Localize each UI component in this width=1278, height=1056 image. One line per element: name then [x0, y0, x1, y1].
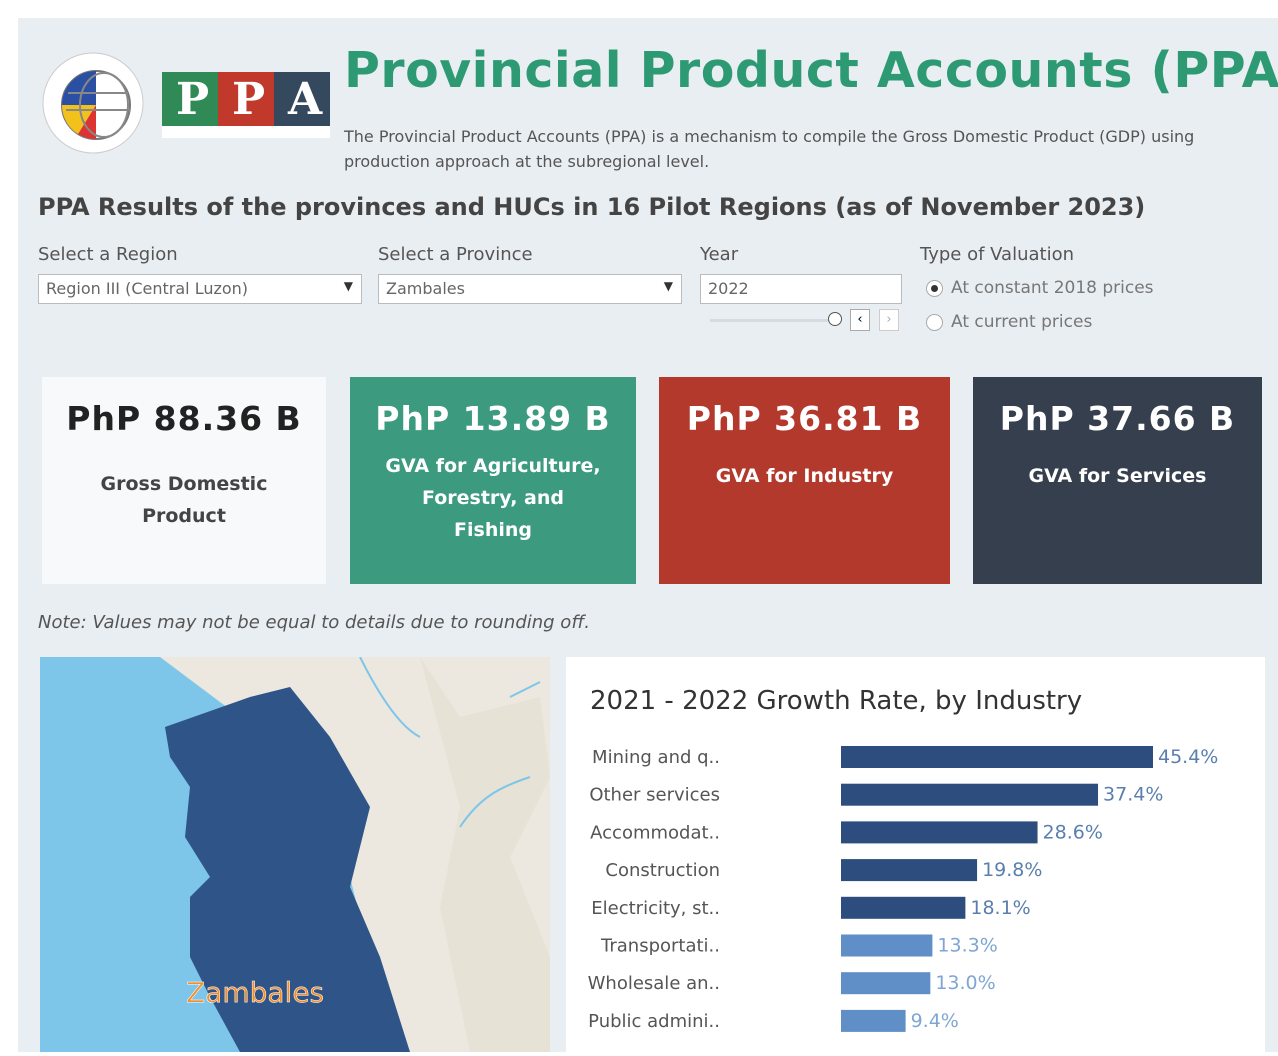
kpi-label: GVA for Services — [999, 460, 1237, 492]
logo-letter: P — [176, 74, 209, 125]
radio-label: At constant 2018 prices — [951, 278, 1154, 298]
logo-strip — [162, 126, 330, 138]
filter-label: Select a Province — [378, 244, 533, 265]
chart-title: 2021 - 2022 Growth Rate, by Industry — [590, 686, 1082, 716]
value-label: 19.8% — [982, 859, 1042, 881]
year-input[interactable]: 2022 — [700, 274, 902, 304]
category-label: Other services — [589, 785, 720, 806]
map: Zambales — [40, 657, 550, 1052]
chart-panel: 2021 - 2022 Growth Rate, by Industry Min… — [566, 657, 1265, 1052]
dropdown-value: Region III (Central Luzon) — [46, 279, 248, 298]
kpi-value: PhP 36.81 B — [687, 399, 922, 438]
bar — [841, 821, 1038, 843]
category-label: Construction — [605, 860, 720, 881]
note: Note: Values may not be equal to details… — [38, 612, 590, 633]
filter-label: Select a Region — [38, 244, 178, 265]
chart: 2021 - 2022 Growth Rate, by Industry Min… — [566, 657, 1265, 1052]
bar — [841, 1010, 906, 1032]
map-label: Zambales — [186, 976, 324, 1009]
slider-thumb[interactable] — [828, 312, 842, 326]
year-value: 2022 — [708, 279, 749, 298]
kpi-card: PhP 36.81 B GVA for Industry — [659, 377, 950, 584]
value-label: 28.6% — [1043, 821, 1103, 843]
category-label: Public admini.. — [588, 1011, 720, 1032]
ppa-logo: P P A — [162, 72, 330, 138]
slider-track — [710, 319, 830, 322]
description: The Provincial Product Accounts (PPA) is… — [344, 124, 1264, 174]
kpi-card: PhP 37.66 B GVA for Services — [973, 377, 1262, 584]
category-label: Electricity, st.. — [591, 898, 720, 919]
title: Provincial Product Accounts (PPA) — [344, 42, 1278, 99]
psa-logo — [38, 48, 148, 158]
kpi-label: Gross Domestic Product — [42, 468, 326, 532]
kpi-value: PhP 88.36 B — [66, 399, 301, 438]
radio-label: At current prices — [951, 312, 1092, 332]
category-label: Transportati.. — [600, 936, 720, 957]
category-label: Accommodat.. — [590, 822, 720, 843]
kpi-card: PhP 88.36 B Gross Domestic Product — [42, 377, 326, 584]
kpi-value: PhP 37.66 B — [1000, 399, 1235, 438]
category-label: Mining and q.. — [592, 747, 720, 768]
logo-letter: A — [288, 74, 322, 125]
value-label: 45.4% — [1158, 746, 1218, 768]
kpi-value: PhP 13.89 B — [375, 399, 610, 438]
logo-letter: P — [232, 74, 265, 125]
radio-option[interactable]: At current prices — [926, 312, 1092, 332]
kpi-label: GVA for Industry — [686, 460, 924, 492]
section-title: PPA Results of the provinces and HUCs in… — [38, 193, 1145, 221]
region-dropdown[interactable]: Region III (Central Luzon)▼ — [38, 274, 362, 304]
next-button[interactable]: › — [879, 309, 899, 331]
dashboard: P P A Provincial Product Accounts (PPA) … — [0, 0, 1278, 1052]
bar — [841, 784, 1098, 806]
filter-label: Type of Valuation — [920, 244, 1074, 265]
filter-label: Year — [700, 244, 738, 265]
bar — [841, 897, 965, 919]
dropdown-value: Zambales — [386, 279, 465, 298]
kpi-label: GVA for Agriculture, Forestry, and Fishi… — [350, 450, 636, 546]
value-label: 13.0% — [935, 972, 995, 994]
bar — [841, 746, 1153, 768]
value-label: 37.4% — [1103, 784, 1163, 806]
bar — [841, 935, 932, 957]
kpi-card: PhP 13.89 B GVA for Agriculture, Forestr… — [350, 377, 636, 584]
value-label: 9.4% — [911, 1010, 959, 1032]
bar — [841, 972, 930, 994]
value-label: 18.1% — [970, 897, 1030, 919]
bar — [841, 859, 977, 881]
prev-button[interactable]: ‹ — [850, 309, 870, 331]
province-dropdown[interactable]: Zambales▼ — [378, 274, 682, 304]
radio-option[interactable]: At constant 2018 prices — [926, 278, 1154, 298]
category-label: Wholesale an.. — [588, 973, 720, 994]
value-label: 13.3% — [937, 935, 997, 957]
